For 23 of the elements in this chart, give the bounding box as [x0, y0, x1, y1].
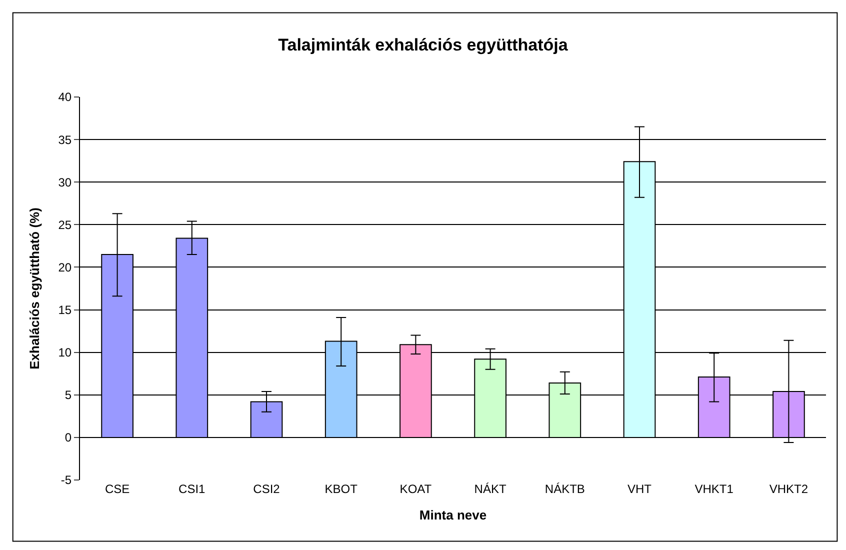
x-tick-label: CSE	[104, 482, 130, 496]
y-tick-label: 5	[64, 388, 72, 402]
x-tick-label: VHT	[628, 482, 652, 496]
x-tick-label: VHKT2	[769, 482, 808, 496]
y-tick-label: 30	[58, 175, 72, 190]
x-tick-label: CSI2	[253, 482, 280, 496]
x-tick-label: KBOT	[324, 482, 358, 496]
y-axis-title: Exhalációs együttható (%)	[27, 208, 42, 370]
y-tick-label: 40	[58, 90, 72, 104]
x-tick-label: NÁKTB	[544, 482, 585, 496]
y-tick-label: 15	[58, 302, 72, 317]
chart-title: Talajminták exhalációs együtthatója	[278, 35, 568, 54]
x-axis-title: Minta neve	[419, 508, 487, 523]
y-tick-label: -5	[60, 473, 72, 488]
x-tick-label: CSI1	[178, 482, 206, 496]
y-tick-label: 25	[58, 218, 72, 232]
y-tick-label: 35	[58, 132, 72, 147]
y-tick-label: 0	[64, 430, 72, 445]
x-tick-label: KOAT	[400, 482, 432, 496]
x-tick-label: VHKT1	[694, 482, 734, 496]
y-tick-label: 20	[58, 260, 72, 274]
y-tick-label: 10	[58, 346, 72, 360]
x-tick-label: NÁKT	[474, 482, 507, 496]
